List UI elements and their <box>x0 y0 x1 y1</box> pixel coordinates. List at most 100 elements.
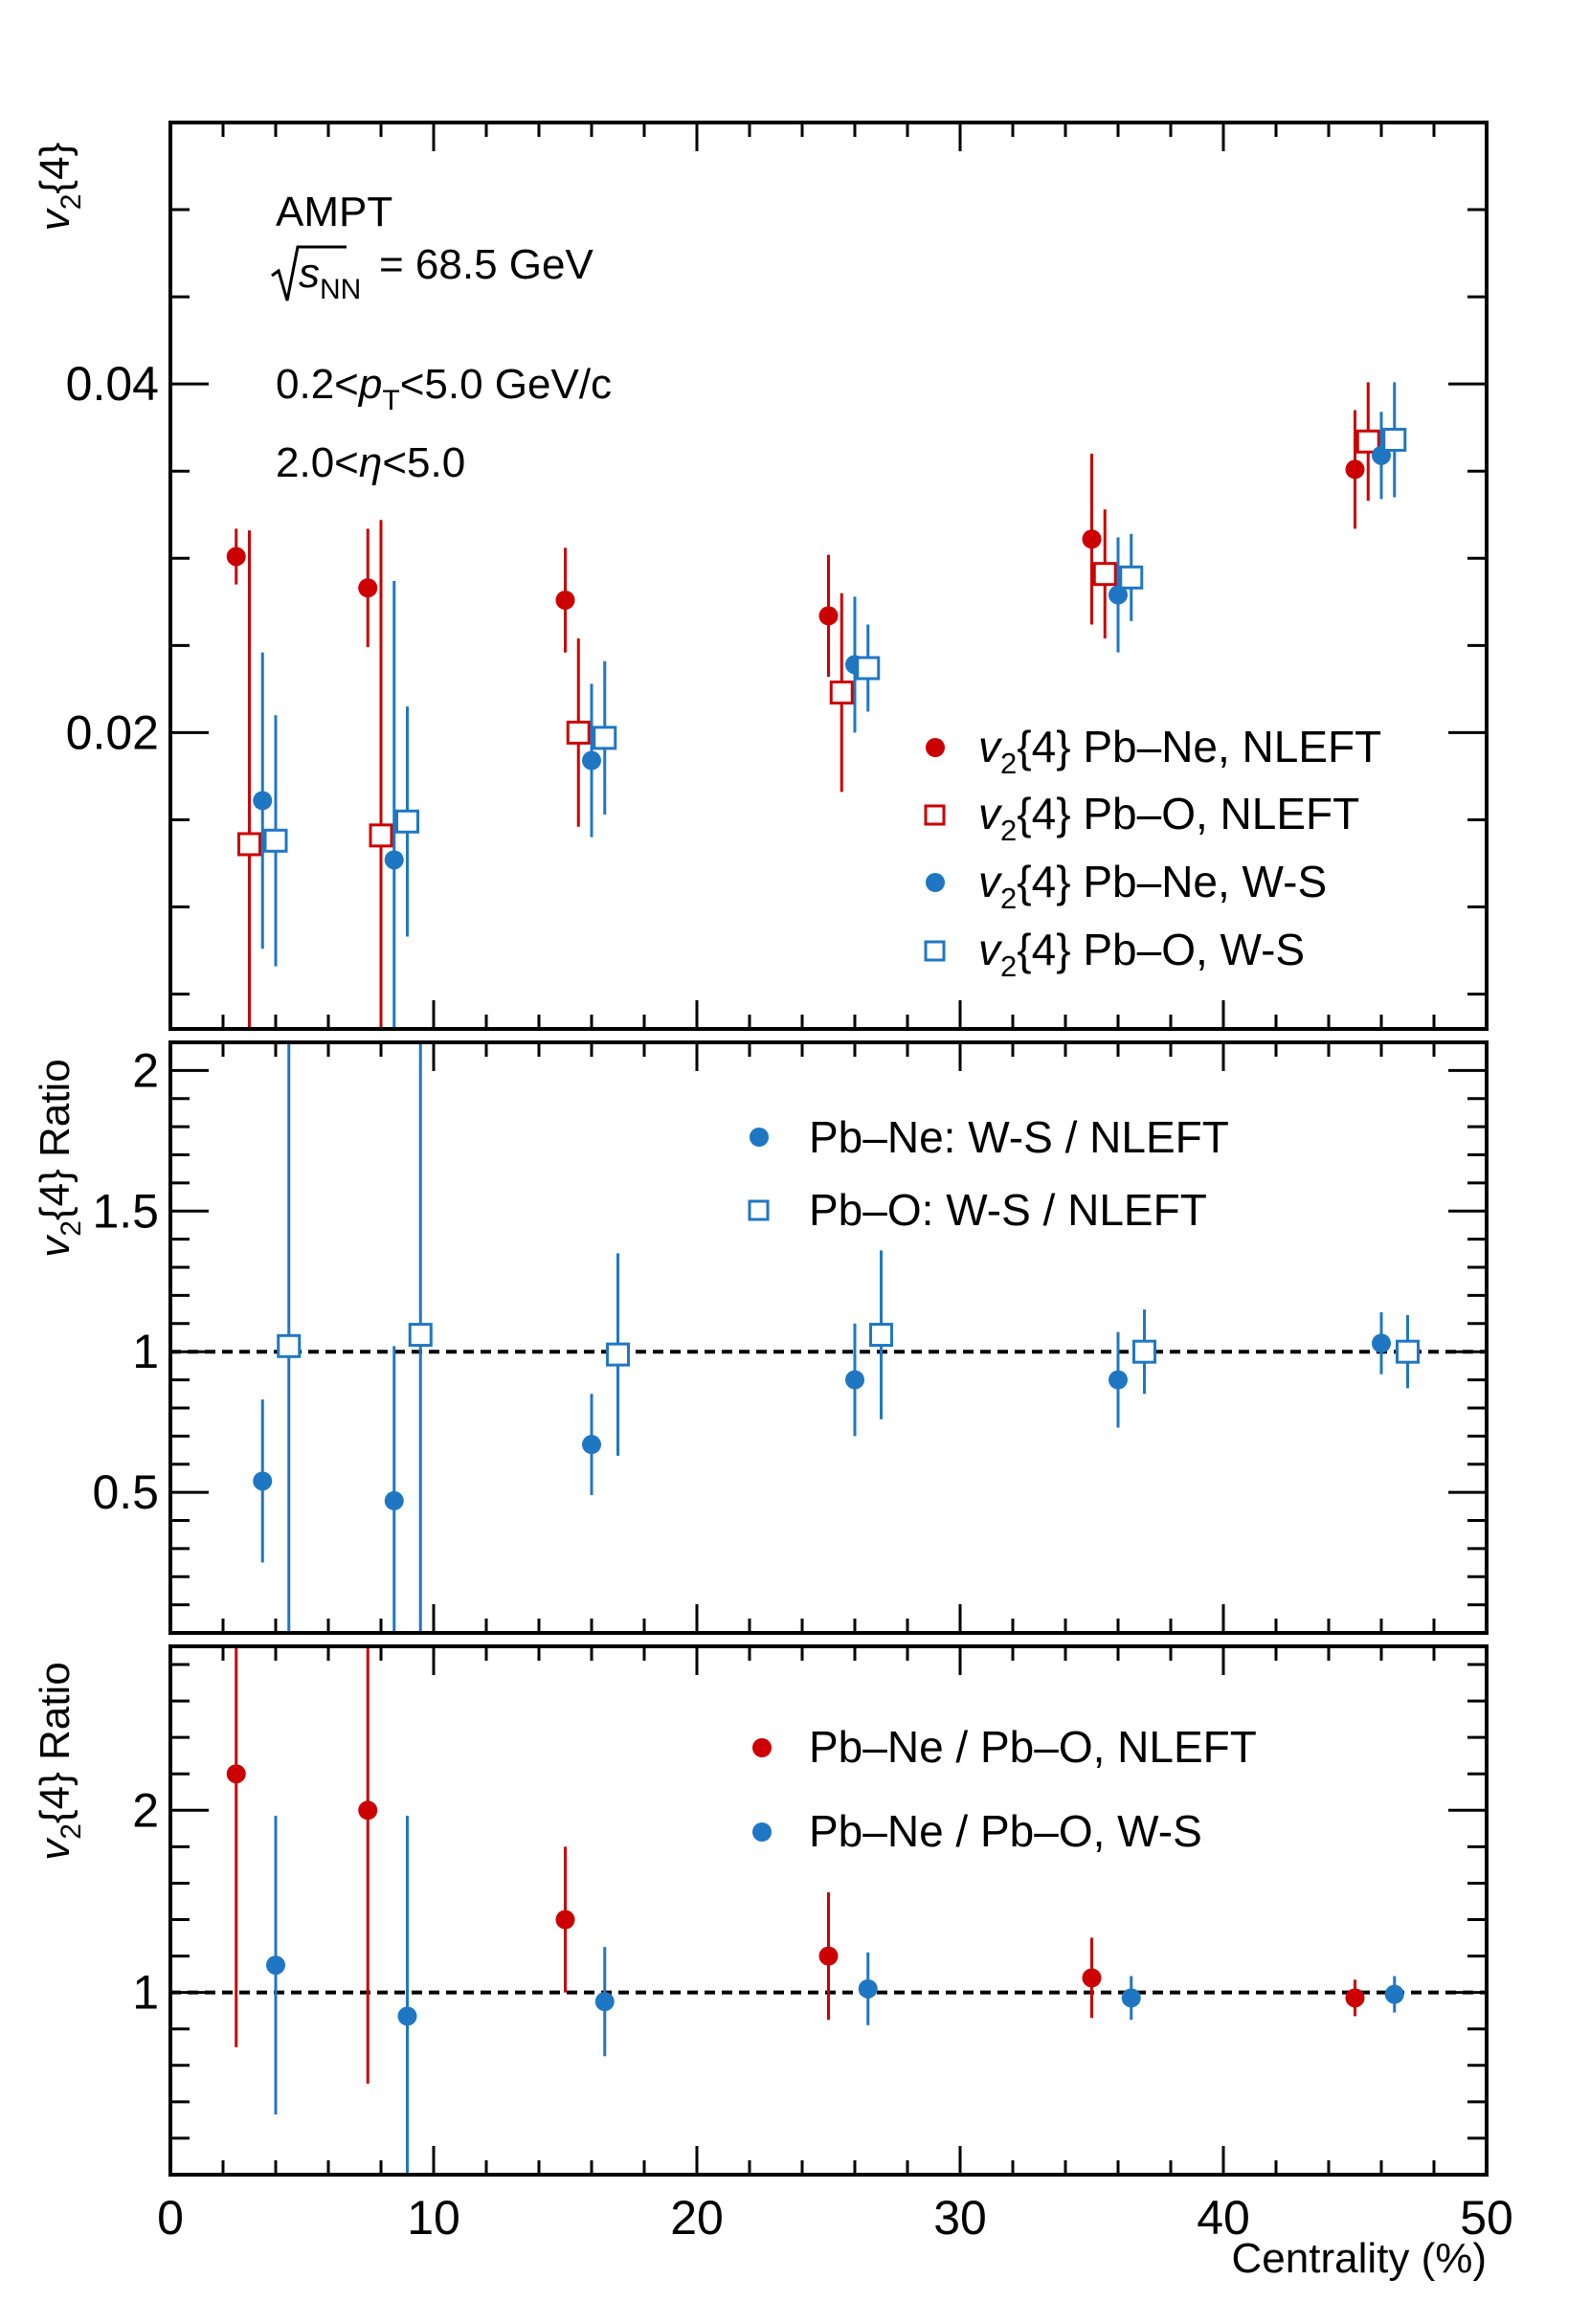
legend-item-pbne-ws-over-nleft: Pb–Ne: W-S / NLEFT <box>750 1112 1229 1162</box>
data-point <box>1355 429 1380 454</box>
bottom-y-axis-label: v2{4} Ratio <box>32 1662 87 1861</box>
top-y-axis-label: v2{4} <box>32 143 87 232</box>
data-point <box>1382 427 1407 452</box>
data-point <box>1082 529 1102 549</box>
y-tick-label: 1 <box>132 1966 159 2020</box>
top-frame <box>168 121 1489 1031</box>
data-point <box>1372 1333 1391 1353</box>
legend-item-pbne-nleft: v2{4} Pb–Ne, NLEFT <box>926 722 1381 780</box>
middle-marks <box>253 1042 1420 1633</box>
y-tick-label: 2 <box>132 1043 159 1097</box>
y-tick-label: 1 <box>132 1325 159 1378</box>
data-point <box>818 606 839 626</box>
bottom-legend: Pb–Ne / Pb–O, NLEFT Pb–Ne / Pb–O, W-S <box>752 1722 1257 1856</box>
data-point <box>395 809 419 834</box>
middle-panel: 0.5 1 1.5 2 v2{4} Ratio Pb–Ne: W-S / NLEFT … <box>32 1040 1489 1635</box>
data-point <box>582 1435 601 1455</box>
legend-label: Pb–Ne / Pb–O, NLEFT <box>809 1722 1257 1772</box>
data-point <box>858 1978 878 1999</box>
bottom-panel: 12 0 10 20 30 40 50 v2{4} Ratio Centrality (%… <box>32 1644 1513 2282</box>
x-tick-label: 40 <box>1197 2191 1250 2245</box>
data-point <box>555 590 575 610</box>
data-point <box>1119 565 1144 590</box>
legend-item-pbo-ws: v2{4} Pb–O, W-S <box>924 925 1305 983</box>
legend-item-pbne-over-pbo-nleft: Pb–Ne / Pb–O, NLEFT <box>752 1722 1257 1772</box>
data-point <box>384 1490 404 1510</box>
x-axis-label: Centrality (%) <box>1232 2235 1488 2282</box>
sqrt-s-nn: sNN <box>299 250 361 305</box>
data-point <box>606 1342 630 1367</box>
data-point <box>263 828 288 853</box>
legend-label: v2{4} Pb–Ne, NLEFT <box>978 722 1381 780</box>
legend-marker <box>748 1199 770 1221</box>
legend-marker <box>924 804 946 826</box>
top-ytick-labels: 0.02 0.04 <box>66 357 159 759</box>
data-point <box>1345 459 1365 480</box>
data-point <box>384 850 404 870</box>
data-point <box>555 1910 575 1930</box>
x-tick-label: 30 <box>933 2191 987 2245</box>
data-point <box>253 791 273 811</box>
x-tick-label: 20 <box>670 2191 724 2245</box>
legend-marker <box>752 1822 772 1842</box>
legend-marker <box>926 873 945 892</box>
x-tick-label: 0 <box>157 2191 184 2245</box>
legend-marker <box>926 738 945 757</box>
middle-y-axis-label: v2{4} Ratio <box>32 1059 87 1258</box>
data-point <box>237 832 261 857</box>
annotation-energy: = 68.5 GeV <box>379 241 593 288</box>
data-point <box>226 547 246 567</box>
data-point <box>869 1323 893 1348</box>
y-tick-label: 1.5 <box>92 1184 159 1238</box>
data-point <box>593 726 617 750</box>
legend-marker <box>752 1738 772 1757</box>
data-point <box>594 1992 615 2012</box>
data-point <box>818 1946 839 1966</box>
data-point <box>1345 1988 1365 2008</box>
y-tick-label: 0.04 <box>66 357 159 411</box>
middle-legend: Pb–Ne: W-S / NLEFT Pb–O: W-S / NLEFT <box>748 1112 1229 1235</box>
legend-item-pbne-ws: v2{4} Pb–Ne, W-S <box>926 857 1327 915</box>
data-point <box>856 656 881 681</box>
y-tick-label: 0.02 <box>66 705 159 759</box>
data-point <box>1121 1988 1141 2008</box>
bottom-frame <box>168 1644 1489 2177</box>
data-point <box>582 750 601 771</box>
legend-label: Pb–O: W-S / NLEFT <box>809 1185 1207 1235</box>
legend-item-pbo-ws-over-nleft: Pb–O: W-S / NLEFT <box>748 1185 1207 1235</box>
top-legend: v2{4} Pb–Ne, NLEFT v2{4} Pb–O, NLEFT v2{… <box>924 722 1381 983</box>
legend-label: Pb–Ne / Pb–O, W-S <box>809 1806 1202 1856</box>
data-point <box>277 1333 302 1358</box>
legend-label: v2{4} Pb–O, W-S <box>978 925 1305 983</box>
data-point <box>566 720 591 745</box>
data-point <box>829 681 854 705</box>
x-tick-label: 10 <box>407 2191 460 2245</box>
top-marks <box>226 382 1407 1029</box>
middle-ytick-labels: 0.5 1 1.5 2 <box>92 1043 159 1519</box>
legend-label: Pb–Ne: W-S / NLEFT <box>809 1112 1229 1162</box>
x-tick-labels: 0 10 20 30 40 50 <box>157 2191 1513 2245</box>
annotation-pt-range: 0.2<pT<5.0 GeV/c <box>276 361 612 416</box>
data-point <box>845 1370 864 1390</box>
data-point <box>1396 1339 1420 1364</box>
legend-label: v2{4} Pb–Ne, W-S <box>978 857 1327 915</box>
annotation-block: AMPT sNN = 68.5 GeV 0.2<pT<5.0 GeV/c 2.0… <box>271 189 612 486</box>
bottom-ticks <box>168 1646 1489 2177</box>
bottom-marks <box>226 1646 1404 2175</box>
middle-frame <box>168 1040 1489 1635</box>
legend-label: v2{4} Pb–O, NLEFT <box>978 789 1359 847</box>
data-point <box>1109 585 1128 605</box>
data-point <box>266 1955 285 1976</box>
data-point <box>226 1764 246 1784</box>
data-point <box>358 1800 378 1821</box>
x-tick-label: 50 <box>1460 2191 1513 2245</box>
legend-item-pbne-over-pbo-ws: Pb–Ne / Pb–O, W-S <box>752 1806 1202 1856</box>
data-point <box>1092 562 1117 587</box>
bottom-ytick-labels: 12 <box>132 1783 159 2019</box>
sqrt-symbol <box>271 245 347 302</box>
data-point <box>397 2006 417 2026</box>
data-point <box>358 578 378 598</box>
data-point <box>408 1323 433 1348</box>
legend-marker <box>924 940 946 962</box>
